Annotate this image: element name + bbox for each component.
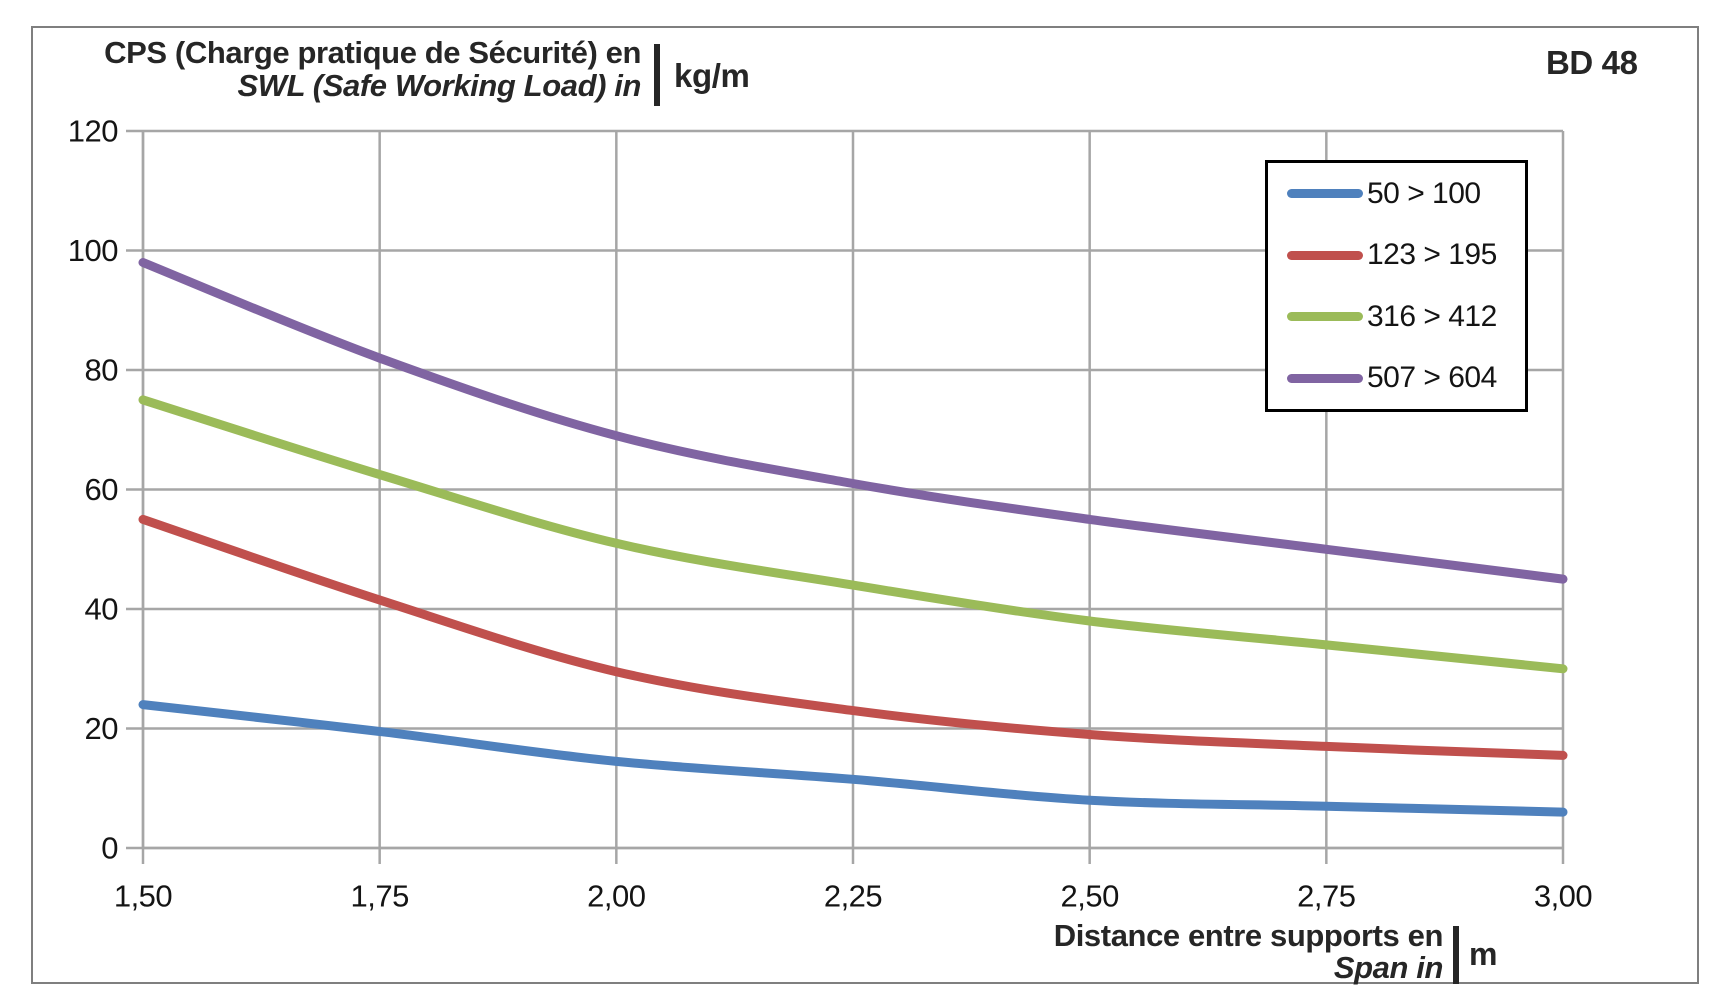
legend-line-swatch <box>1287 250 1363 260</box>
y-unit-separator-bar <box>654 44 660 106</box>
x-tick-label: 2,25 <box>824 879 882 914</box>
chart-legend: 50 > 100 123 > 195 316 > 412 507 > 604 <box>1265 160 1528 412</box>
x-tick-label: 2,75 <box>1297 879 1355 914</box>
legend-item: 123 > 195 <box>1268 225 1525 287</box>
series-line-507-604 <box>138 258 1568 584</box>
y-tick-label: 0 <box>101 831 118 866</box>
chart-code-label: BD 48 <box>1546 44 1638 81</box>
y-tick-label: 20 <box>85 711 119 746</box>
legend-line-swatch <box>1287 373 1363 383</box>
x-axis-title: Distance entre supports en Span in <box>900 918 1444 985</box>
y-tick-label: 40 <box>85 592 119 627</box>
x-unit-separator-bar <box>1453 926 1459 984</box>
x-axis-title-english: Span in <box>1333 950 1444 985</box>
y-axis-title: CPS (Charge pratique de Sécurité) en SWL… <box>0 36 641 102</box>
x-tick-label: 2,00 <box>587 879 646 914</box>
legend-label: 316 > 412 <box>1367 299 1497 333</box>
y-tick-label: 80 <box>85 353 119 388</box>
legend-item: 50 > 100 <box>1268 163 1525 225</box>
y-tick-label: 60 <box>85 472 119 507</box>
legend-item: 507 > 604 <box>1268 348 1525 410</box>
x-tick-label: 3,00 <box>1534 879 1593 914</box>
x-tick-label: 1,50 <box>114 879 173 914</box>
legend-line-swatch <box>1287 312 1363 322</box>
series-line-316-412 <box>138 395 1568 674</box>
legend-label: 123 > 195 <box>1367 238 1497 272</box>
y-tick-label: 120 <box>68 114 118 149</box>
series-line-123-195 <box>138 514 1568 760</box>
y-axis-title-french: CPS (Charge pratique de Sécurité) en <box>104 35 641 70</box>
x-axis-title-french: Distance entre supports en <box>1053 918 1444 953</box>
y-axis-unit: kg/m <box>674 57 750 94</box>
series-line-50-100 <box>138 700 1568 817</box>
legend-line-swatch <box>1287 189 1363 199</box>
x-tick-label: 2,50 <box>1060 879 1119 914</box>
x-tick-label: 1,75 <box>350 879 408 914</box>
y-tick-label: 100 <box>68 233 118 268</box>
legend-item: 316 > 412 <box>1268 286 1525 348</box>
x-axis-unit: m <box>1469 936 1498 972</box>
y-axis-title-english: SWL (Safe Working Load) in <box>237 68 641 103</box>
legend-label: 50 > 100 <box>1367 176 1481 210</box>
legend-label: 507 > 604 <box>1367 361 1497 395</box>
